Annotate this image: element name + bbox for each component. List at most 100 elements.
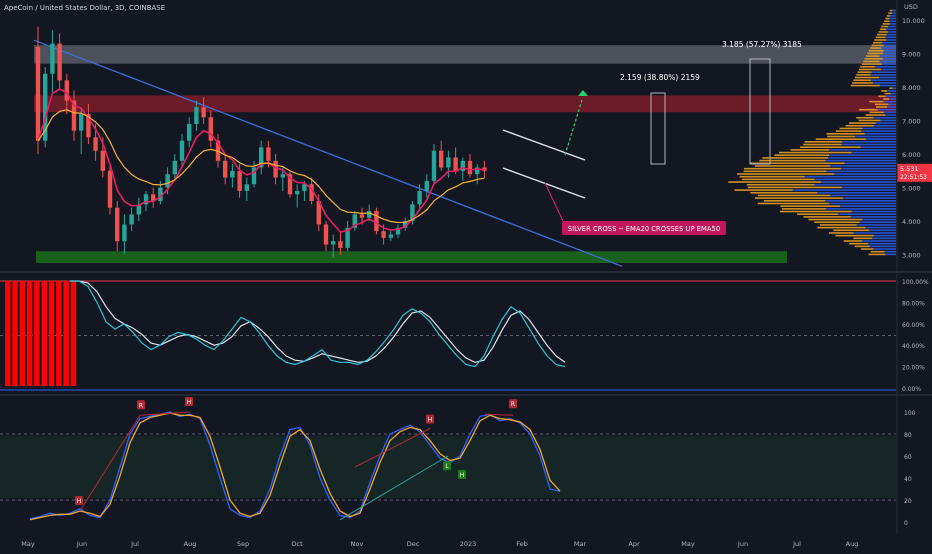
volume-bar-down — [881, 69, 896, 71]
volume-bar-up — [889, 87, 892, 89]
volume-bar-down — [887, 106, 896, 108]
volume-bar-up — [869, 112, 884, 114]
volume-bar-down — [861, 130, 896, 132]
stoch-overbought-bar — [71, 281, 77, 386]
volume-bar-up — [879, 31, 889, 33]
candle-body — [295, 191, 299, 194]
volume-bar-down — [828, 157, 896, 159]
volume-bar-down — [843, 197, 896, 199]
price-tick-label: 10.000 — [902, 17, 925, 25]
volume-bar-up — [874, 39, 886, 41]
volume-bar-up — [869, 254, 886, 256]
target2-label: 3.185 (57.27%) 3185 — [722, 40, 802, 49]
candle-body — [453, 157, 457, 170]
volume-bar-up — [780, 211, 852, 213]
time-axis-label: 2023 — [460, 540, 477, 548]
volume-bar-up — [867, 53, 882, 55]
time-axis-label: Sep — [237, 540, 249, 548]
volume-bar-up — [737, 173, 834, 175]
volume-bar-down — [886, 39, 896, 41]
volume-bar-down — [885, 114, 896, 116]
volume-bar-up — [858, 71, 872, 73]
volume-bar-up — [865, 58, 883, 60]
volume-bar-up — [734, 189, 792, 191]
volume-bar-up — [774, 154, 829, 156]
volume-bar-up — [849, 122, 876, 124]
volume-bar-down — [886, 95, 896, 97]
volume-bar-down — [838, 213, 896, 215]
volume-bar-up — [869, 50, 884, 52]
time-axis-label: Jul — [130, 540, 139, 548]
candle-body — [50, 44, 54, 74]
osc-tick-label: 80 — [904, 432, 912, 439]
volume-bar-down — [889, 98, 896, 100]
volume-bar-down — [862, 219, 896, 221]
volume-bar-up — [859, 120, 881, 122]
osc-marker-label: H — [187, 399, 192, 406]
time-axis-label: May — [21, 540, 35, 548]
candle-body — [122, 224, 126, 241]
volume-bar-down — [883, 58, 896, 60]
volume-bar-down — [845, 162, 896, 164]
volume-bar-up — [814, 221, 859, 223]
volume-bar-up — [884, 20, 889, 22]
price-tick-label: 9.000 — [902, 51, 921, 59]
volume-bar-up — [758, 195, 830, 197]
volume-bar-down — [861, 146, 896, 148]
volume-bar-down — [856, 224, 896, 226]
volume-bar-up — [836, 235, 874, 237]
stoch-overbought-bar — [56, 281, 62, 386]
target1-label: 2.159 (38.80%) 2159 — [620, 73, 700, 82]
volume-bar-down — [884, 112, 896, 114]
volume-bar-up — [829, 232, 854, 234]
price-tick-label: 4.000 — [902, 218, 921, 226]
candle-body — [446, 157, 450, 167]
volume-bar-up — [856, 74, 870, 76]
volume-bar-down — [880, 61, 896, 63]
volume-bar-down — [886, 28, 896, 30]
time-axis-label: Jun — [76, 540, 87, 548]
volume-bar-up — [844, 240, 863, 242]
time-axis-label: Aug — [846, 540, 859, 548]
candle-body — [281, 174, 285, 177]
candle-body — [389, 235, 393, 238]
volume-bar-down — [873, 248, 896, 250]
volume-bar-down — [842, 141, 896, 143]
volume-bar-down — [888, 31, 896, 33]
volume-bar-down — [868, 243, 896, 245]
candle-body — [79, 114, 83, 131]
candle-body — [108, 171, 112, 208]
volume-bar-up — [883, 98, 889, 100]
countdown-label: 22:51:53 — [900, 174, 927, 181]
volume-bar-up — [742, 179, 814, 181]
volume-bar-up — [860, 66, 874, 68]
zone-resistance-red — [34, 95, 896, 112]
channel-upper — [503, 130, 585, 160]
volume-bar-up — [750, 192, 817, 194]
volume-bar-up — [748, 187, 842, 189]
channel-lower — [503, 168, 585, 198]
volume-bar-down — [880, 55, 896, 57]
volume-bar-up — [859, 69, 881, 71]
volume-bar-down — [862, 240, 896, 242]
volume-bar-up — [869, 101, 883, 103]
price-tick-label: 8.000 — [902, 84, 921, 92]
osc-marker-label: R — [511, 401, 515, 408]
volume-bar-up — [846, 125, 874, 127]
osc-marker-label: H — [428, 417, 433, 424]
volume-bar-down — [834, 173, 896, 175]
volume-bar-down — [871, 74, 896, 76]
stoch-tick-label: 80.00% — [902, 300, 925, 307]
osc-marker-label: R — [139, 402, 143, 409]
stoch-overbought-bar — [27, 281, 33, 386]
time-axis-label: Mar — [574, 540, 587, 548]
volume-bar-down — [887, 90, 896, 92]
volume-bar-up — [840, 128, 863, 130]
volume-bar-up — [759, 160, 825, 162]
volume-bar-up — [747, 184, 815, 186]
volume-bar-down — [852, 211, 896, 213]
volume-bar-up — [885, 93, 891, 95]
volume-bar-down — [865, 227, 896, 229]
